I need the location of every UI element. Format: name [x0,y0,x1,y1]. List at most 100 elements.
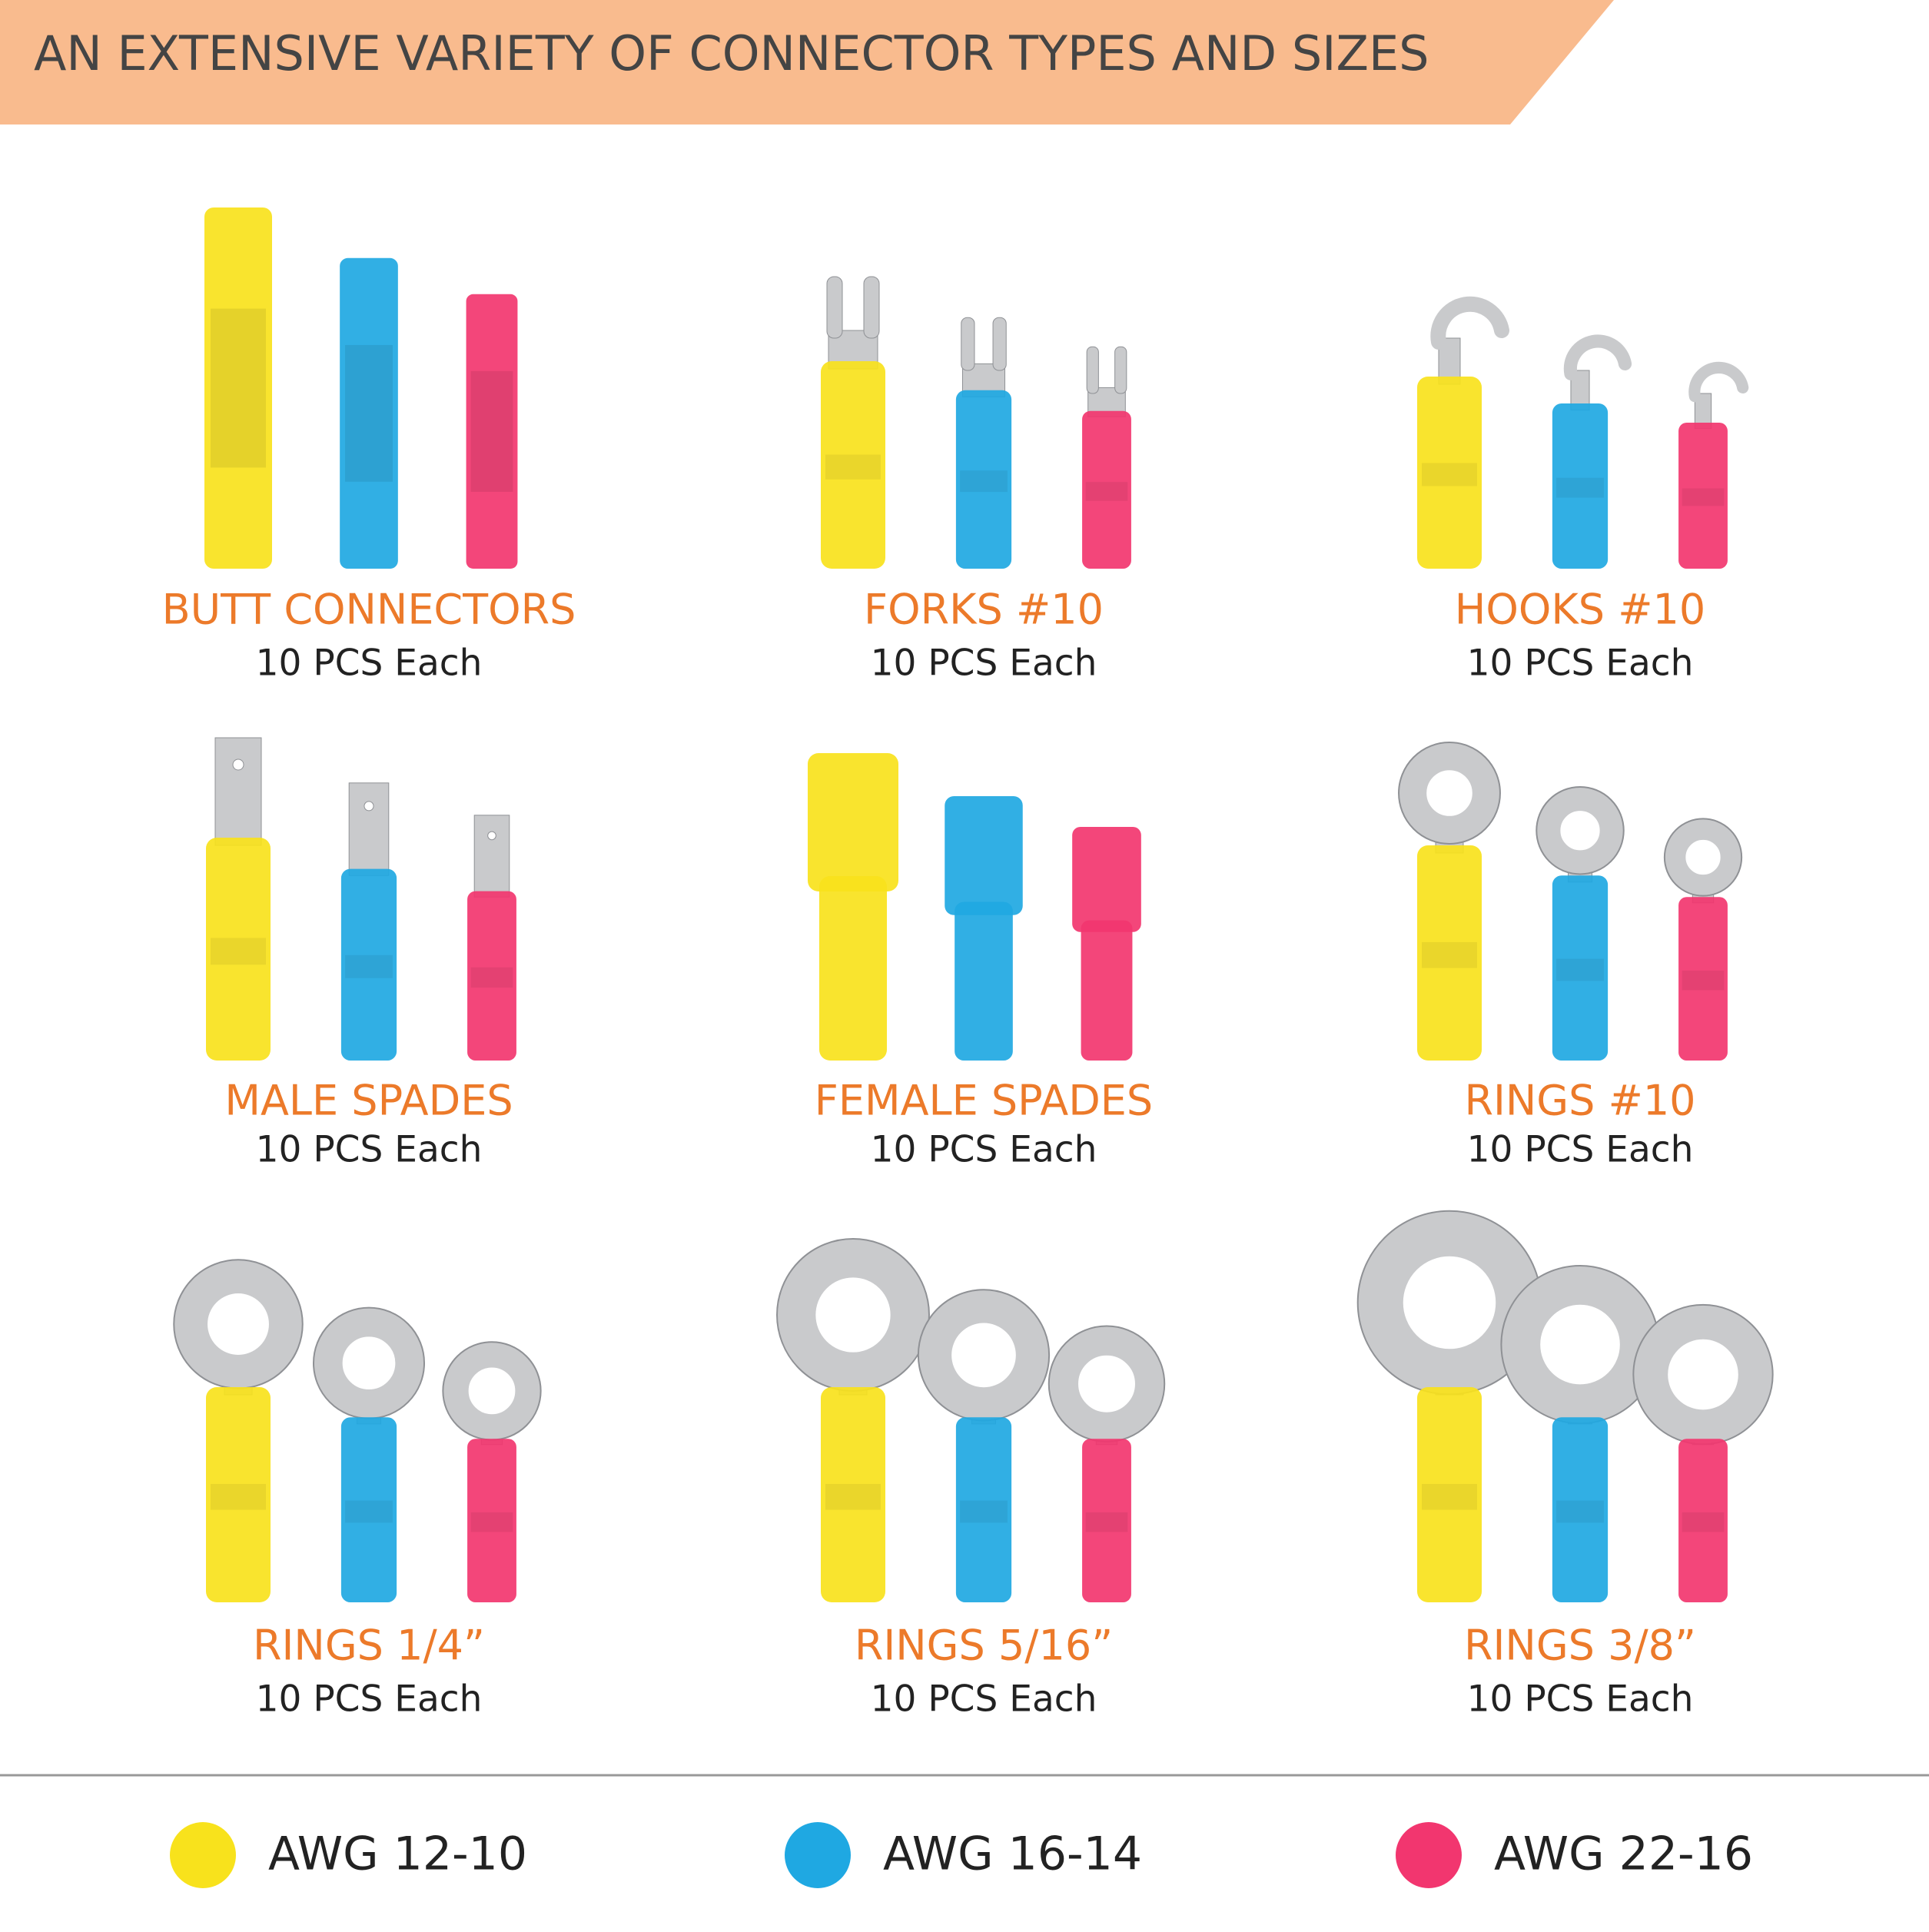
hook-tip [1688,361,1749,403]
insulation-band [960,470,1008,493]
insulation [1081,920,1133,1061]
insulation-band [1556,958,1604,981]
spade-tab [473,815,510,898]
insulation-band [825,1484,881,1510]
insulation-band [470,967,513,988]
spade-tab [214,737,262,846]
insulation-band [1422,942,1477,968]
fork-prong [1086,346,1099,394]
ring-terminal [313,1307,425,1419]
insulation-band [1556,477,1604,498]
insulation [1678,897,1728,1061]
ring-edge [1663,818,1743,897]
insulation [467,1439,516,1602]
fork-prong [992,317,1007,371]
item-subtitle: 10 PCS Each [256,1678,483,1721]
insulation-band [1422,1484,1477,1510]
item-title: RINGS 3/8” [1464,1622,1696,1670]
insulation [204,207,272,569]
insulation [808,753,898,891]
item-title: BUTT CONNECTORS [162,586,576,634]
insulation-band [211,938,266,965]
insulation-band [1085,482,1128,501]
insulation [206,1387,271,1602]
insulation-band [345,954,393,978]
insulation [1417,1387,1482,1602]
insulation-band [1682,970,1725,991]
hook-tip [1563,334,1632,380]
insulation-band [960,1500,1008,1523]
insulation [955,901,1013,1061]
insulation [821,361,885,569]
item-title: RINGS #10 [1464,1077,1695,1125]
crimp-zone [470,370,513,492]
item-subtitle: 10 PCS Each [1467,642,1694,685]
item-subtitle: 10 PCS Each [1467,1678,1694,1721]
item-subtitle: 10 PCS Each [256,642,483,685]
insulation [1678,423,1728,569]
fork-prong [863,276,880,339]
ring-terminal [443,1342,541,1440]
ring-terminal [776,1238,930,1392]
insulation [1417,377,1482,569]
fork-prong [961,317,975,371]
insulation [1417,845,1482,1061]
ring-terminal [918,1289,1050,1421]
insulation [955,390,1012,569]
ring-terminal [1357,1210,1542,1395]
item-subtitle: 10 PCS Each [256,1129,483,1171]
ring-edge [1536,785,1625,875]
fork-prong [826,276,843,339]
insulation [466,294,518,569]
ring-terminal [173,1259,304,1389]
insulation [945,796,1023,915]
insulation-band [1556,1500,1604,1523]
item-title: RINGS 1/4” [253,1622,485,1670]
legend-label: AWG 22-16 [1494,1827,1753,1881]
insulation [340,1417,397,1602]
ring-terminal [1632,1304,1774,1445]
insulation [1552,875,1609,1061]
insulation [1082,1439,1131,1602]
item-title: HOOKS #10 [1455,586,1705,634]
ring-terminal [1501,1265,1659,1424]
ring-edge [1398,742,1501,845]
legend-swatch [785,1822,851,1888]
item-subtitle: 10 PCS Each [1467,1129,1694,1171]
insulation [340,868,397,1061]
header-banner [0,0,1614,124]
insulation-band [1682,1512,1725,1532]
ring-terminal [1664,818,1742,896]
insulation-band [825,454,881,480]
ring-terminal [1398,742,1501,845]
ring-terminal [1536,786,1624,875]
item-subtitle: 10 PCS Each [871,1129,1097,1171]
spade-hole [487,831,496,841]
item-title: MALE SPADES [224,1077,513,1125]
insulation [1678,1439,1728,1602]
legend-swatch [170,1822,236,1888]
insulation-band [1422,463,1477,486]
item-subtitle: 10 PCS Each [871,1678,1097,1721]
spade-tab [348,782,390,876]
hook-tip [1430,296,1509,350]
ring-terminal [1048,1326,1165,1442]
insulation-band [1085,1512,1128,1532]
spade-hole [232,759,244,771]
fork-prong [1114,346,1127,394]
insulation [1082,410,1131,569]
insulation-band [211,1484,266,1510]
insulation-band [345,1500,393,1523]
header-title: AN EXTENSIVE VARIETY OF CONNECTOR TYPES … [34,25,1429,81]
insulation [819,876,887,1061]
crimp-zone [345,344,393,482]
insulation [340,257,398,569]
insulation-band [1682,488,1725,506]
legend-label: AWG 12-10 [268,1827,527,1881]
item-title: FEMALE SPADES [815,1077,1153,1125]
insulation [467,891,516,1061]
legend-label: AWG 16-14 [883,1827,1142,1881]
legend-swatch [1396,1822,1462,1888]
